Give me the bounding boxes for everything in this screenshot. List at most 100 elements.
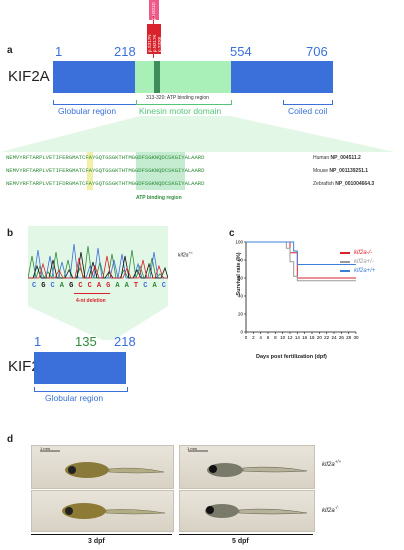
row-genotype-sup: +/+ [334,459,342,464]
atp-region-label: ATP binding region [136,195,182,201]
y-tick-label: 0 [240,330,243,335]
atp-binding-site [154,61,160,93]
row-genotype-sup: -/- [334,505,339,510]
col-line-3dpf [31,534,172,535]
protein-name-a: KIF2A [8,68,50,85]
motor-bracket [136,100,232,105]
mutation-marker-top [149,0,159,20]
species-name: Human [313,155,330,161]
atp-note: 313-320: ATP binding region [146,95,209,101]
c-terminal-domain [231,61,333,93]
larva-image [40,450,165,478]
row-label-mut: kif2a-/- [322,505,339,514]
genotype-name: kif2a [178,252,189,259]
larva-photo-3dpf-mut [31,490,174,532]
mutation-marker-mid [147,24,161,54]
position-706: 706 [306,44,328,59]
base: A [96,282,102,290]
truncated-protein-bar [34,352,126,384]
panel-c-letter: c [229,228,235,239]
legend-swatch [340,252,350,254]
row-genotype: kif2a [322,508,335,514]
globular-domain [53,61,135,93]
larva-image [62,503,166,519]
x-tick-label: 20 [317,335,323,340]
panel-d-letter: d [7,434,14,445]
x-tick-label: 2 [252,335,255,340]
x-tick-label: 30 [353,335,359,340]
y-tick-label: 60 [238,276,244,281]
accession: NP_001004664.3 [335,181,375,187]
y-tick-label: 80 [238,258,244,263]
sequence-human: NEMVYRFTARPLVETIFERGMATCFAYGQTGSGKTHTMGG… [6,154,205,161]
species-zebrafish: Zebrafish NP_001004664.3 [313,181,374,187]
kinesin-motor-domain [135,61,231,93]
scale-label: 1 mm [40,446,50,451]
b-globular-bracket [34,387,128,392]
zoom-funnel [28,306,168,340]
base: A [152,282,157,290]
globular-bracket [53,100,137,105]
position-1: 1 [55,44,63,59]
motor-domain-label: Kinesin motor domain [139,106,222,116]
base: C [50,282,55,290]
chart-xlabel: Days post fertilization (dpf) [256,354,327,360]
mutation-label-4: p.T320I [157,36,162,52]
y-tick-label: 100 [235,240,243,245]
x-tick-label: 22 [324,335,330,340]
accession: NP_001139251.1 [329,168,369,174]
b-globular-label: Globular region [45,393,104,403]
b-position-1: 1 [34,334,42,349]
b-position-218: 218 [114,334,136,349]
col-label-5dpf: 5 dpf [232,538,249,545]
x-tick-label: 24 [331,335,337,340]
b-position-135: 135 [75,334,97,349]
x-tick-label: 18 [309,335,315,340]
species-human: Human NP_004511.2 [313,155,361,161]
row-label-wt: kif2a+/+ [322,459,341,468]
y-tick-label: 40 [238,294,244,299]
larva-photo-5dpf-mut [179,490,315,532]
base: G [106,282,111,290]
base: C [87,282,92,290]
base: C [161,282,166,290]
mutation-marker-stack [147,0,161,58]
base: G [69,282,74,290]
mutation-label-1: p.H321D [151,2,156,20]
coiled-coil-label: Coiled coil [288,106,328,116]
base: A [59,282,64,290]
legend-label: kif2a-/- [354,250,373,256]
deletion-underline [74,293,110,294]
base: C [32,282,37,290]
survival-curve [246,241,356,265]
survival-curve [246,241,356,282]
panel-a-letter: a [7,45,13,56]
coiled-bracket [283,100,333,105]
species-name: Mouse [313,168,329,174]
domain-bar [53,61,333,93]
x-tick-label: 0 [245,335,248,340]
x-tick-label: 14 [295,335,301,340]
genotype-label-b: kif2a+/- [178,250,193,259]
globular-region-label: Globular region [58,106,117,116]
col-label-3dpf: 3 dpf [88,538,105,545]
larva-image [188,450,308,477]
larva-photo-3dpf-wt [31,445,174,489]
base: T [133,282,139,290]
x-tick-label: 16 [302,335,308,340]
panel-b-letter: b [7,228,14,239]
dna-sequence: C G C A G C C A G A A T C A C [32,282,166,290]
x-tick-label: 4 [259,335,262,340]
scale-label: 1 mm [187,446,197,451]
base: A [115,282,120,290]
x-tick-label: 26 [339,335,345,340]
x-tick-label: 10 [280,335,286,340]
species-mouse: Mouse NP_001139251.1 [313,168,368,174]
legend-swatch [340,270,350,272]
zoom-triangle [0,116,395,152]
larva-photo-5dpf-wt [179,445,315,489]
legend-item: kif2a-/- [340,250,375,256]
x-tick-label: 8 [274,335,277,340]
x-tick-label: 28 [346,335,352,340]
position-554: 554 [230,44,252,59]
